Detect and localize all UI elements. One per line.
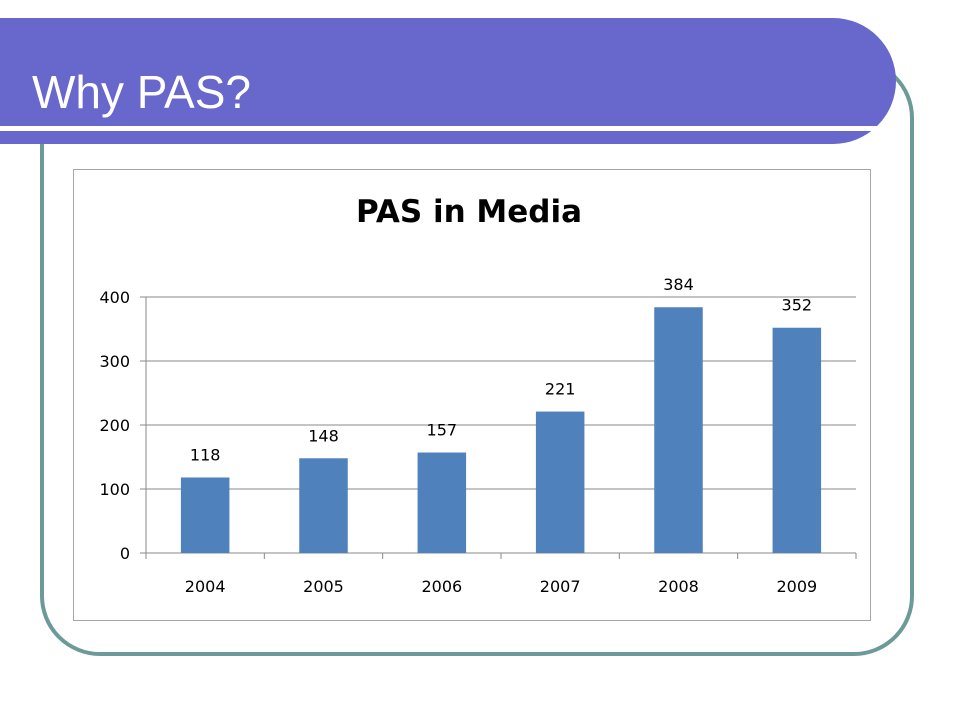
data-label-2005: 148 [308,426,339,445]
data-labels: 118 148 157 221 384 352 [190,275,812,464]
data-label-2004: 118 [190,445,221,464]
bar-2005 [299,458,348,553]
data-label-2008: 384 [663,275,694,294]
y-tick-label: 200 [99,416,130,435]
title-bar-fill-lower [0,131,896,144]
bars [180,307,822,553]
bar-2009 [772,327,822,553]
title-bar-fill [0,18,896,126]
bar-2007 [535,411,585,553]
bar-2008 [654,307,703,553]
bar-chart: PAS in Media 118 148 157 221 384 352 0 100 200 3… [99,194,857,596]
gridlines [146,296,856,554]
bar-2006 [417,452,467,553]
slide-title: Why PAS? [32,66,251,118]
y-tick-label: 400 [99,288,130,307]
title-bar-divider [0,126,848,131]
y-tick-label: 100 [99,480,130,499]
axes [140,296,857,559]
data-label-2007: 221 [545,380,576,399]
x-tick-label-2009: 2009 [776,577,817,596]
y-tick-label: 0 [120,544,130,563]
x-tick-label-2008: 2008 [658,577,699,596]
data-label-2006: 157 [427,421,458,440]
x-tick-label-2007: 2007 [540,577,581,596]
title-bar: Why PAS? [0,18,896,144]
chart-container: PAS in Media 118 148 157 221 384 352 0 100 200 3… [73,169,871,621]
bar-2004 [180,477,230,553]
x-tick-label-2006: 2006 [421,577,462,596]
chart-title: PAS in Media [356,194,582,230]
x-tick-label-2005: 2005 [303,577,344,596]
y-tick-label: 300 [99,352,130,371]
x-tick-label-2004: 2004 [185,577,226,596]
tick-labels: 0 100 200 300 400 2004 2005 2006 2007 2008 2009 [99,288,817,596]
data-label-2009: 352 [782,296,813,315]
